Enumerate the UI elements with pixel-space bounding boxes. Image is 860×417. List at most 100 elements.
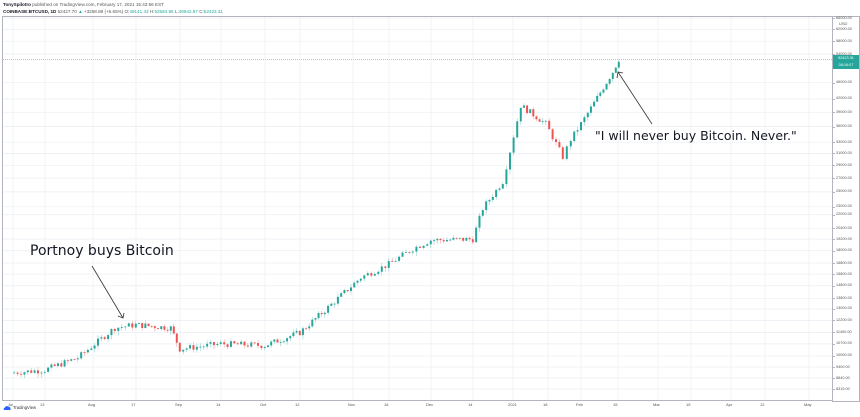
price-tick-label: 58000.00: [836, 38, 852, 43]
candle-body: [366, 273, 369, 276]
candle-body: [343, 290, 346, 294]
candle-body: [346, 290, 349, 292]
candle-body: [273, 339, 276, 342]
candle-body: [488, 199, 491, 202]
price-tick: [833, 367, 835, 369]
price-tick-label: 8315.00: [836, 386, 850, 391]
candle-body: [83, 352, 86, 354]
candle-body: [13, 372, 16, 374]
candle-body: [157, 328, 160, 330]
candle-body: [236, 343, 239, 345]
price-tick: [833, 41, 835, 43]
candle-body: [485, 201, 488, 211]
time-tick-label: 18: [543, 402, 548, 407]
candle-body: [605, 83, 608, 90]
time-tick-label: Apr: [726, 402, 733, 407]
candle-body: [202, 346, 205, 348]
candle-body: [124, 326, 127, 328]
candle-body: [320, 313, 323, 315]
price-tick-label: 62000.00: [836, 26, 852, 31]
candle-body: [60, 363, 63, 367]
candle-body: [96, 338, 99, 346]
brand-label: TradingView: [13, 405, 37, 410]
price-tick-label: 33000.00: [836, 139, 852, 144]
candle-body: [593, 101, 596, 107]
candle-body: [586, 112, 589, 118]
price-tick-label: 23000.00: [836, 204, 852, 209]
candle-body: [250, 342, 253, 347]
candle-body: [30, 370, 33, 373]
candle-body: [449, 239, 452, 241]
candle-body: [314, 318, 317, 320]
candle-body: [468, 237, 471, 240]
up-arrow-icon: ▲: [78, 9, 83, 14]
price-tick-label: 25000.00: [836, 189, 852, 194]
price-tick-label: 39000.00: [836, 109, 852, 114]
candle-body: [387, 261, 390, 268]
candle-body: [206, 343, 209, 347]
candle-body: [40, 372, 43, 374]
candle-body: [558, 141, 561, 148]
time-tick-label: Nov: [348, 402, 356, 407]
time-tick-label: 13: [40, 402, 45, 407]
candle-body: [359, 278, 362, 281]
open-value: 49141.43: [129, 9, 149, 14]
price-axis[interactable]: USD 66000.00 62000.00 58000.00 54000.00 46000…: [832, 16, 860, 402]
candle-body: [50, 364, 53, 368]
candle-body: [516, 121, 519, 138]
price-tick: [833, 308, 835, 310]
time-tick-label: Mar: [653, 402, 660, 407]
candle-body: [66, 360, 69, 362]
price-tick: [833, 98, 835, 100]
currency-label: USD: [839, 21, 848, 26]
price-tick-label: 15800.00: [836, 271, 852, 276]
ohlc-line: COINBASE:BTCUSD, 1D 52427.70 ▲ +3268.89 …: [3, 8, 223, 15]
tradingview-logo[interactable]: TradingView: [3, 405, 36, 410]
candle-body: [532, 109, 535, 117]
price-tick-label: 66000.00: [836, 15, 852, 20]
candle-body: [153, 326, 156, 329]
candle-body: [223, 342, 226, 345]
candle-body: [216, 343, 219, 346]
price-tick-label: 11400.00: [836, 329, 852, 334]
candle-body: [555, 139, 557, 142]
candle-body: [117, 327, 120, 331]
price-tick-label: 19200.00: [836, 236, 852, 241]
candle-body: [561, 147, 564, 159]
price-tick: [833, 18, 835, 20]
price-tick-label: 12200.00: [836, 317, 852, 322]
candle-body: [519, 107, 522, 122]
candle-body: [276, 339, 279, 343]
price-tick: [833, 320, 835, 322]
candle-body: [401, 252, 404, 257]
close-value: 52423.31: [203, 9, 223, 14]
candle-body: [226, 344, 229, 347]
candle-body: [100, 337, 103, 339]
candle-body: [20, 373, 22, 375]
high-value: 52584.95: [154, 9, 174, 14]
candle-body: [127, 323, 130, 327]
chart-pane[interactable]: [2, 16, 833, 401]
candle-body: [37, 370, 39, 374]
candle-body: [301, 328, 304, 336]
price-tick: [833, 191, 835, 193]
candle-body: [110, 329, 113, 336]
candle-body: [569, 141, 572, 147]
candle-body: [144, 323, 147, 329]
candle-body: [120, 327, 123, 328]
candle-body: [501, 184, 504, 189]
candle-body: [233, 341, 236, 344]
candle-body: [465, 237, 468, 241]
author-name[interactable]: TonySpilotro: [3, 2, 31, 7]
candle-body: [189, 345, 192, 349]
price-tick-label: 13000.00: [836, 306, 852, 311]
candle-body: [147, 323, 150, 326]
candle-body: [439, 238, 442, 241]
candle-body: [602, 89, 605, 93]
candle-body: [509, 152, 511, 170]
candle-body: [422, 245, 425, 248]
candle-body: [599, 92, 602, 96]
time-axis[interactable]: Jul 13 Aug 17 Sep 14 Oct 12 Nov 16 Dec 14 2021 18 Feb 1…: [2, 400, 832, 411]
price-tick-label: 8840.00: [836, 375, 850, 380]
candle-body: [240, 341, 243, 345]
